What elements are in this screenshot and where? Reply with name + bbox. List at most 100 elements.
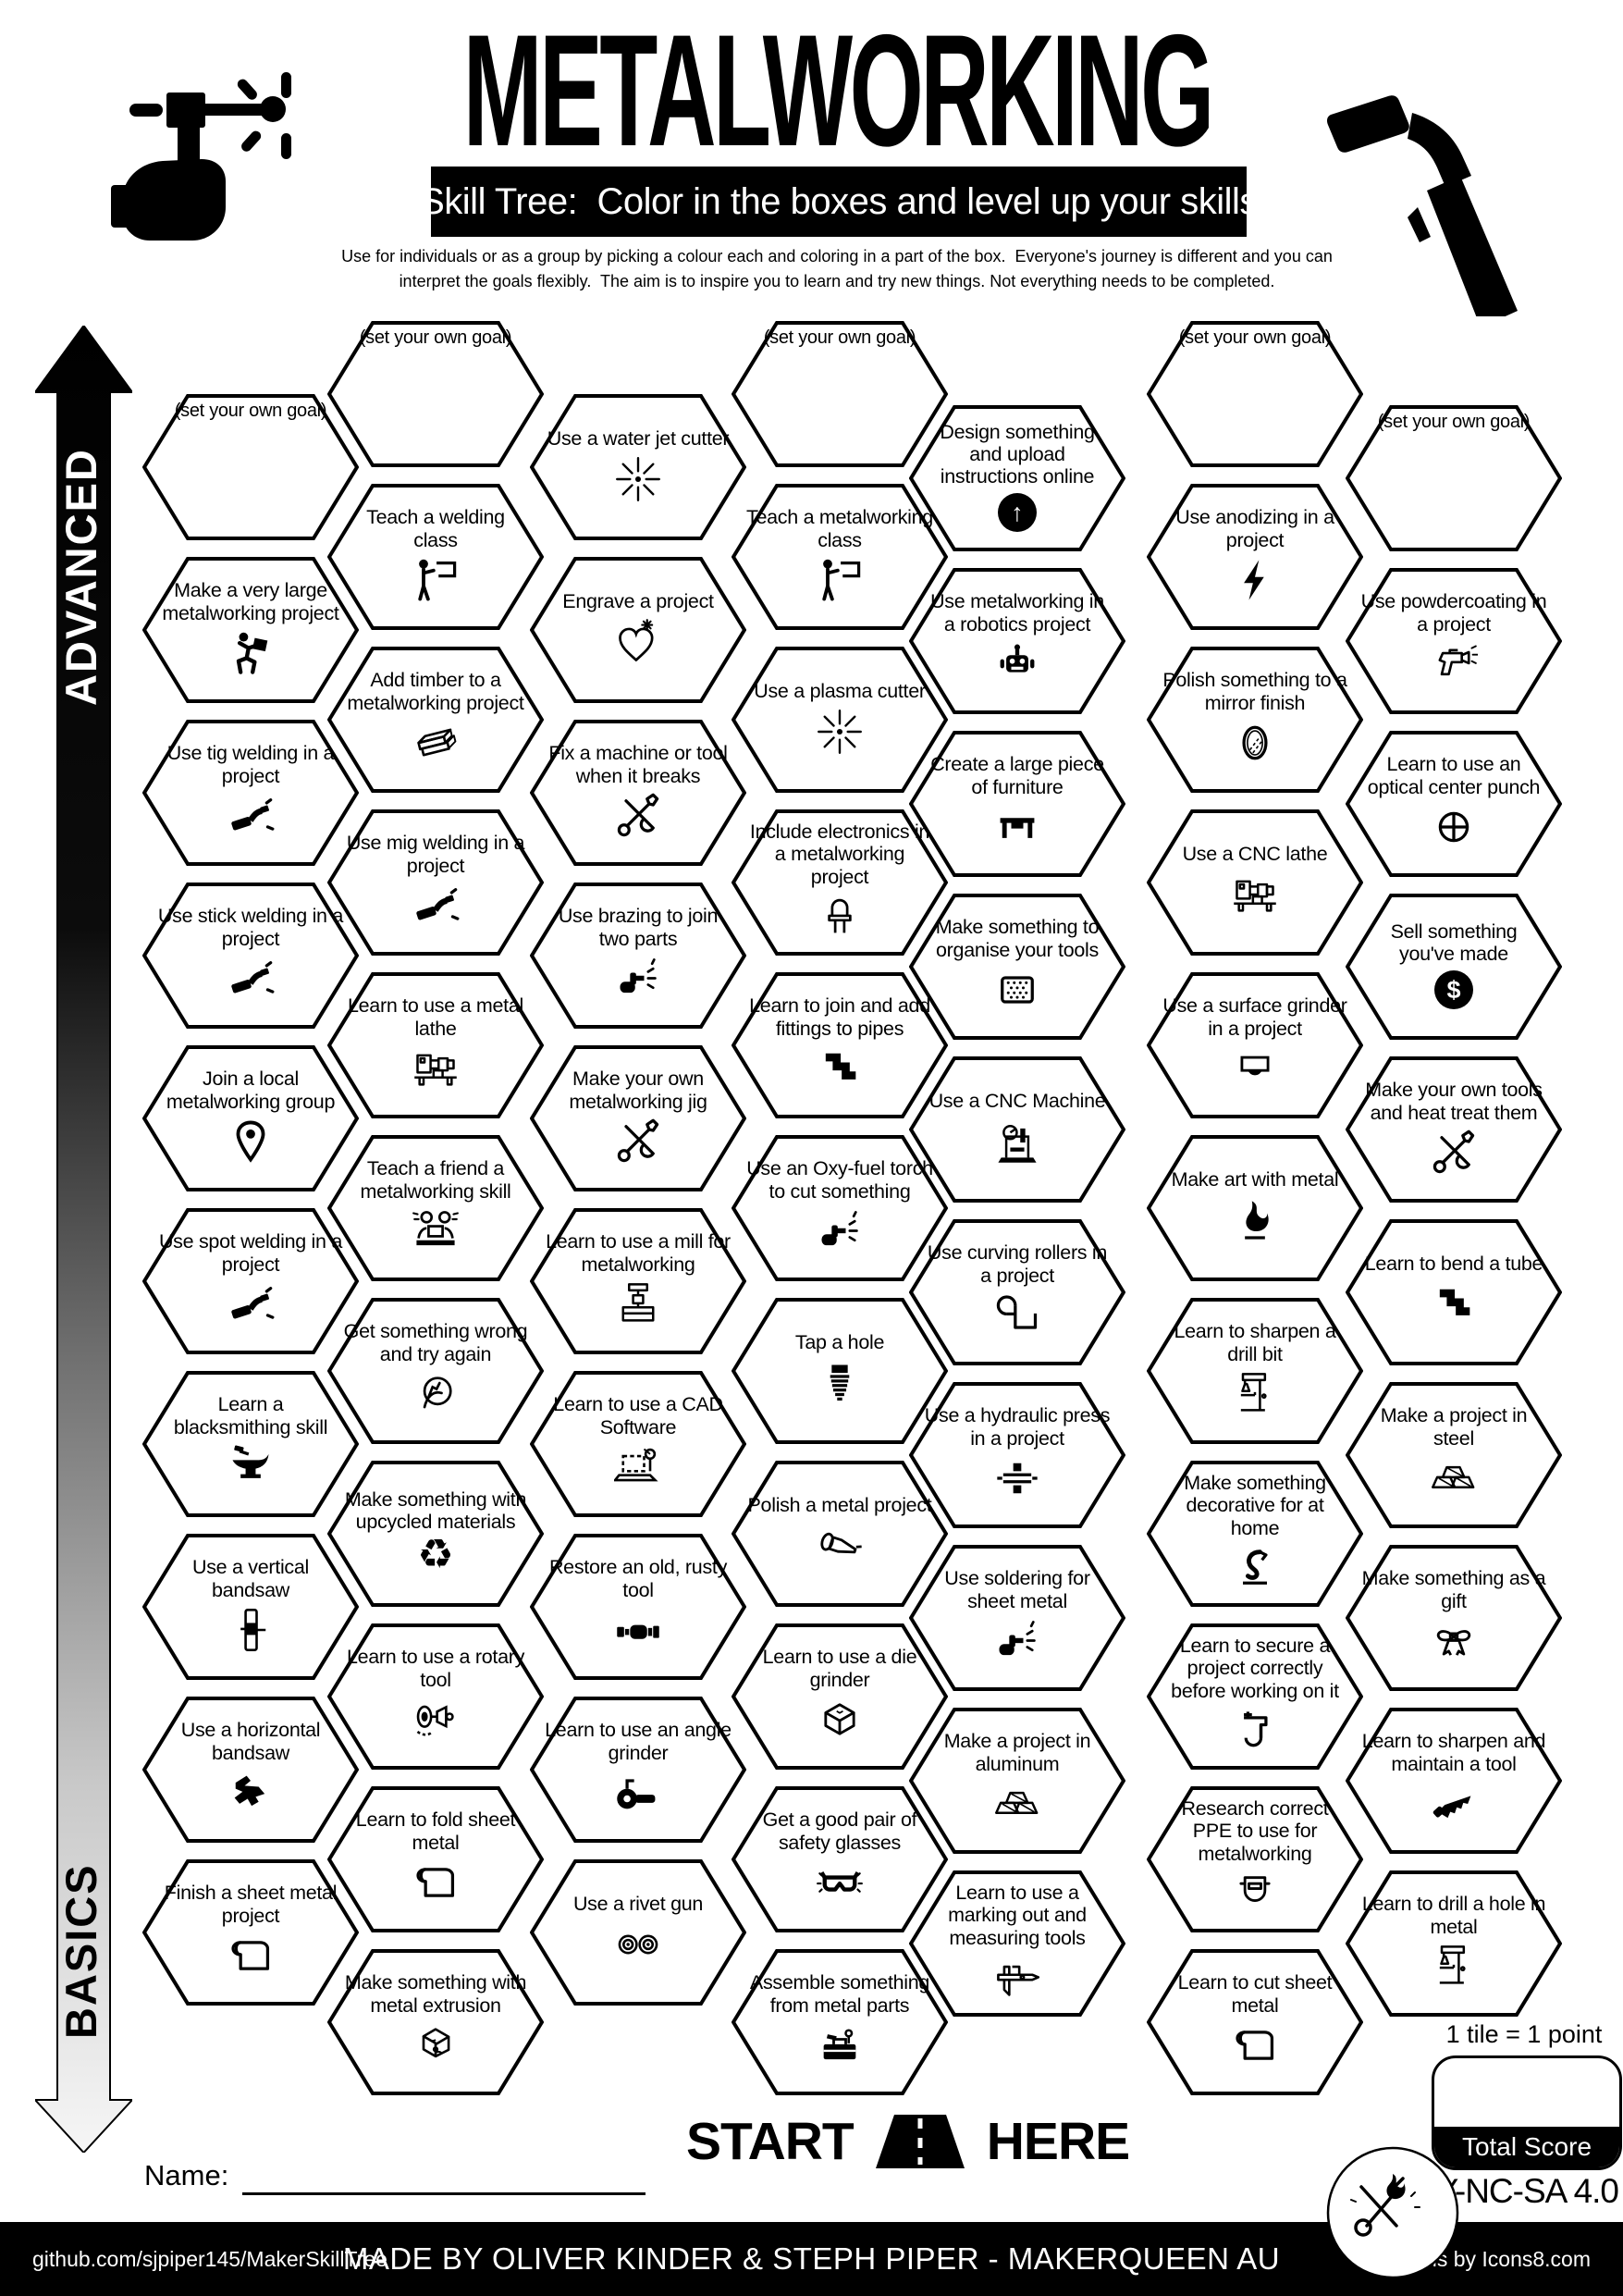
tile-label: Make something with upcycled materials — [344, 1487, 527, 1533]
hexagon-outline — [909, 1382, 1125, 1528]
hexagon-outline — [1147, 1298, 1363, 1444]
mirror-icon — [1231, 719, 1279, 767]
skill-tile: Use a water jet cutter — [530, 393, 746, 541]
skill-tile: Polish something to a mirror finish — [1147, 646, 1363, 794]
thread-tap-icon — [816, 1359, 864, 1407]
hexagon-outline — [1346, 1545, 1562, 1691]
caliper-icon — [993, 1954, 1041, 2002]
aluminum-ingots-icon — [993, 1780, 1041, 1828]
mig-torch-icon — [1327, 95, 1518, 316]
hexagon-outline — [909, 894, 1125, 1040]
hexagon-outline — [909, 1219, 1125, 1365]
hexagon-outline — [327, 647, 544, 793]
skill-tile: (set your own goal) — [732, 320, 948, 468]
skill-tile: (set your own goal) — [1147, 320, 1363, 468]
skill-tile: Use anodizing in a project — [1147, 483, 1363, 631]
tile-label: Engrave a project — [562, 590, 714, 613]
tile-label: Join a local metalworking group — [166, 1068, 336, 1113]
welding-torch-icon — [227, 792, 275, 840]
hexagon-outline — [732, 809, 948, 956]
tile-label: (set your own goal) — [763, 327, 916, 348]
tile-label: Make art with metal — [1171, 1168, 1339, 1191]
sheet-metal-icon — [412, 1858, 460, 1907]
hexagon-outline — [1147, 1623, 1363, 1770]
powder-gun-icon — [1430, 640, 1478, 688]
skill-tile: Learn to join and add fittings to pipes — [732, 971, 948, 1119]
tile-label: Assemble something from metal parts — [749, 1971, 930, 2017]
tile-label: Polish something to a mirror finish — [1162, 669, 1347, 714]
hexagon-outline — [142, 1859, 359, 2006]
brazing-torch-icon — [614, 955, 662, 1003]
skill-tile: (set your own goal) — [142, 393, 359, 541]
metal-extrusion-icon — [412, 2021, 460, 2069]
skill-tile: Make art with metal — [1147, 1134, 1363, 1282]
skill-tile: Assemble something from metal parts — [732, 1948, 948, 2096]
tile-label: Include electronics in a metalworking pr… — [749, 821, 930, 888]
tile-label: Learn to use a CAD Software — [553, 1393, 723, 1438]
vertical-bandsaw-icon — [227, 1606, 275, 1654]
hand-saw-icon — [1430, 1780, 1478, 1828]
welding-torch-icon — [227, 955, 275, 1003]
tile-label: Make something with metal extrusion — [344, 1971, 527, 2017]
basics-label: BASICS — [56, 1863, 105, 2040]
tile-label: Tap a hole — [794, 1331, 885, 1354]
tile-label: Research correct PPE to use for metalwor… — [1181, 1797, 1329, 1865]
hexagon-outline — [142, 1045, 359, 1191]
skill-tile: Make your own metalworking jig — [530, 1044, 746, 1192]
makerqueen-logo-icon — [1326, 2146, 1459, 2279]
tile-label: Use a surface grinder in a project — [1162, 994, 1347, 1040]
skill-tile: Use an Oxy-fuel torch to cut something — [732, 1134, 948, 1282]
sheet-metal-icon — [227, 1932, 275, 1980]
rusty-tool-icon — [614, 1606, 662, 1654]
friends-teaching-icon — [412, 1207, 460, 1255]
skill-tile: Make something to organise your tools — [909, 893, 1125, 1041]
hexagon-outline — [909, 1708, 1125, 1854]
tile-label: Sell something you've made — [1390, 920, 1518, 965]
cnc-machine-icon — [993, 1117, 1041, 1166]
anvil-icon — [227, 1443, 275, 1491]
skill-tile: Learn a blacksmithing skill — [142, 1370, 359, 1518]
skill-tile: Restore an old, rusty tool — [530, 1533, 746, 1681]
hexagon-outline — [327, 1135, 544, 1281]
welding-torch-icon — [412, 882, 460, 930]
hexagon-outline — [909, 1545, 1125, 1691]
upload-icon: ↑ — [998, 493, 1037, 533]
lightning-icon — [1231, 556, 1279, 604]
hexagon-outline — [530, 1045, 746, 1191]
hexagon-outline — [530, 1371, 746, 1517]
skill-tile: Learn to cut sheet metal — [1147, 1948, 1363, 2096]
skill-tile: Learn to use a rotary tool — [327, 1623, 544, 1771]
skill-tile: Polish a metal project — [732, 1460, 948, 1608]
tile-label: Restore an old, rusty tool — [548, 1556, 728, 1601]
hexagon-outline — [1346, 568, 1562, 714]
skill-tile: Learn to sharpen a drill bit — [1147, 1297, 1363, 1445]
skill-tile: Teach a welding class — [327, 483, 544, 631]
tile-label: Make a project in steel — [1380, 1404, 1528, 1450]
here-label: HERE — [986, 2112, 1130, 2171]
pipe-fittings-icon — [816, 1044, 864, 1092]
tile-label: Learn to use a mill for metalworking — [546, 1230, 731, 1276]
hexagon-outline — [327, 972, 544, 1118]
angle-grinder-icon — [614, 1769, 662, 1817]
hexagon-outline — [1346, 405, 1562, 551]
teacher-board-icon — [816, 556, 864, 604]
skill-tile: Use metalworking in a robotics project — [909, 567, 1125, 715]
furniture-icon — [993, 803, 1041, 851]
hexagon-outline — [1147, 1786, 1363, 1932]
skill-tile: Learn to use an optical center punch — [1346, 730, 1562, 878]
skill-tile: Design something and upload instructions… — [909, 404, 1125, 552]
cnc-lathe-icon — [1231, 870, 1279, 919]
description: Use for individuals or as a group by pic… — [0, 244, 1623, 294]
tile-label: Use soldering for sheet metal — [944, 1567, 1090, 1612]
skill-tile: Learn to fold sheet metal — [327, 1785, 544, 1933]
skill-tile: Get a good pair of safety glasses — [732, 1785, 948, 1933]
hexagon-outline — [530, 1697, 746, 1843]
tile-label: Use an Oxy-fuel torch to cut something — [746, 1157, 933, 1203]
skill-tile: Include electronics in a metalworking pr… — [732, 809, 948, 957]
teacher-board-icon — [412, 556, 460, 604]
start-here: START HERE — [686, 2111, 1130, 2172]
toolbox-icon — [816, 2021, 864, 2069]
advanced-label: ADVANCED — [56, 448, 105, 707]
hexagon-outline — [909, 568, 1125, 714]
